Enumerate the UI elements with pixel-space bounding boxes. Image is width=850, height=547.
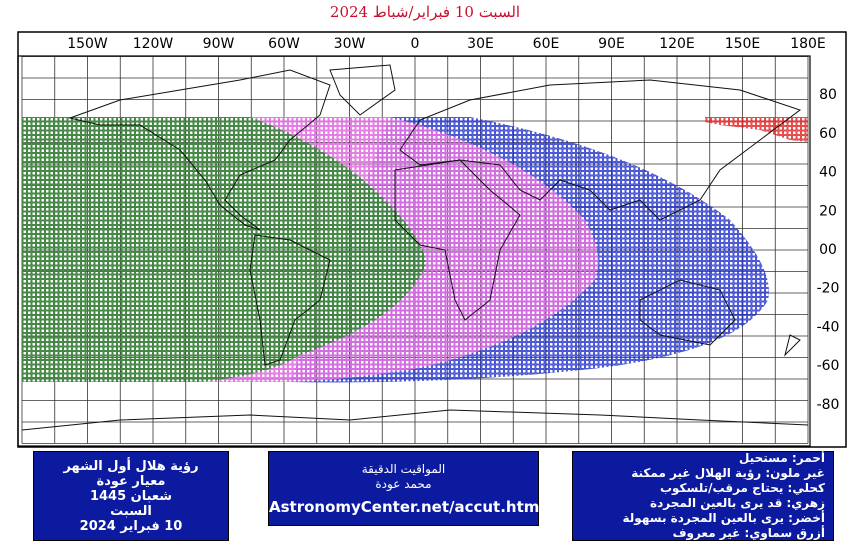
legend-entry: زهري: قد يرى بالعين المجردة: [650, 496, 825, 510]
longitude-label: 150E: [725, 36, 761, 52]
coastlines: [21, 64, 809, 431]
latitude-label: 60: [819, 126, 837, 142]
source-box: المواقيت الدقيقة محمد عودة AstronomyCenter…: [268, 451, 545, 526]
africa: [394, 159, 521, 321]
latitude-label: 20: [819, 203, 837, 219]
latitude-label: -80: [817, 397, 840, 413]
longitude-label: 60E: [533, 36, 560, 52]
longitude-label: 90E: [598, 36, 625, 52]
plot-frame: [17, 55, 811, 447]
longitude-label: 180E: [790, 36, 826, 52]
australia: [639, 279, 736, 346]
longitude-label: 0: [411, 36, 420, 52]
map-title: السبت 10 فبراير/شباط 2024: [329, 3, 521, 21]
longitude-label: 150W: [67, 36, 108, 52]
info-line: السبت: [110, 503, 152, 519]
source-line: المواقيت الدقيقة: [361, 462, 446, 476]
longitude-label: 30E: [467, 36, 494, 52]
eurasia: [399, 79, 802, 221]
longitude-label: 90W: [203, 36, 235, 52]
info-line: رؤية هلال أول الشهر: [63, 458, 199, 474]
info-line: 10 فبراير 2024: [79, 518, 183, 534]
latitude-label: 00: [819, 242, 837, 258]
latitude-label: 40: [819, 165, 837, 181]
north-america: [68, 69, 331, 231]
latitude-label: -40: [817, 319, 840, 335]
antarctica: [21, 409, 809, 431]
latitude-label: -20: [817, 281, 840, 297]
source-line: AstronomyCenter.net/accut.html: [269, 498, 545, 516]
legend-entry: أزرق سماوي: غير معروف: [672, 526, 825, 540]
new-zealand: [784, 334, 801, 357]
south-america: [249, 234, 331, 366]
latitude-label: -60: [817, 358, 840, 374]
greenland: [329, 64, 396, 116]
legend-entry: أخضر: يرى بالعين المجردة بسهولة: [622, 511, 825, 525]
longitude-label: 30W: [334, 36, 366, 52]
latitude-label: 80: [819, 87, 837, 103]
longitude-label: 120W: [133, 36, 174, 52]
longitude-label: 120E: [659, 36, 695, 52]
source-line: محمد عودة: [375, 477, 432, 491]
info-line: معيار عودة: [96, 473, 166, 489]
legend-entry: غير ملون: رؤية الهلال غير ممكنة: [631, 466, 825, 480]
info-line: شعبان 1445: [89, 488, 173, 504]
longitude-label: 60W: [268, 36, 300, 52]
info-box: رؤية هلال أول الشهر معيار عودة شعبان 1445 ا…: [33, 451, 229, 541]
legend-entry: كحلي: يحتاج مرقب/تلسكوب: [659, 481, 825, 495]
zone-naked-eye-easy: [22, 117, 426, 382]
legend-entry: أحمر: مستحيل: [738, 451, 825, 465]
legend-box: أحمر: مستحيل غير ملون: رؤية الهلال غير مم…: [572, 451, 834, 541]
visibility-zones: [22, 117, 808, 383]
